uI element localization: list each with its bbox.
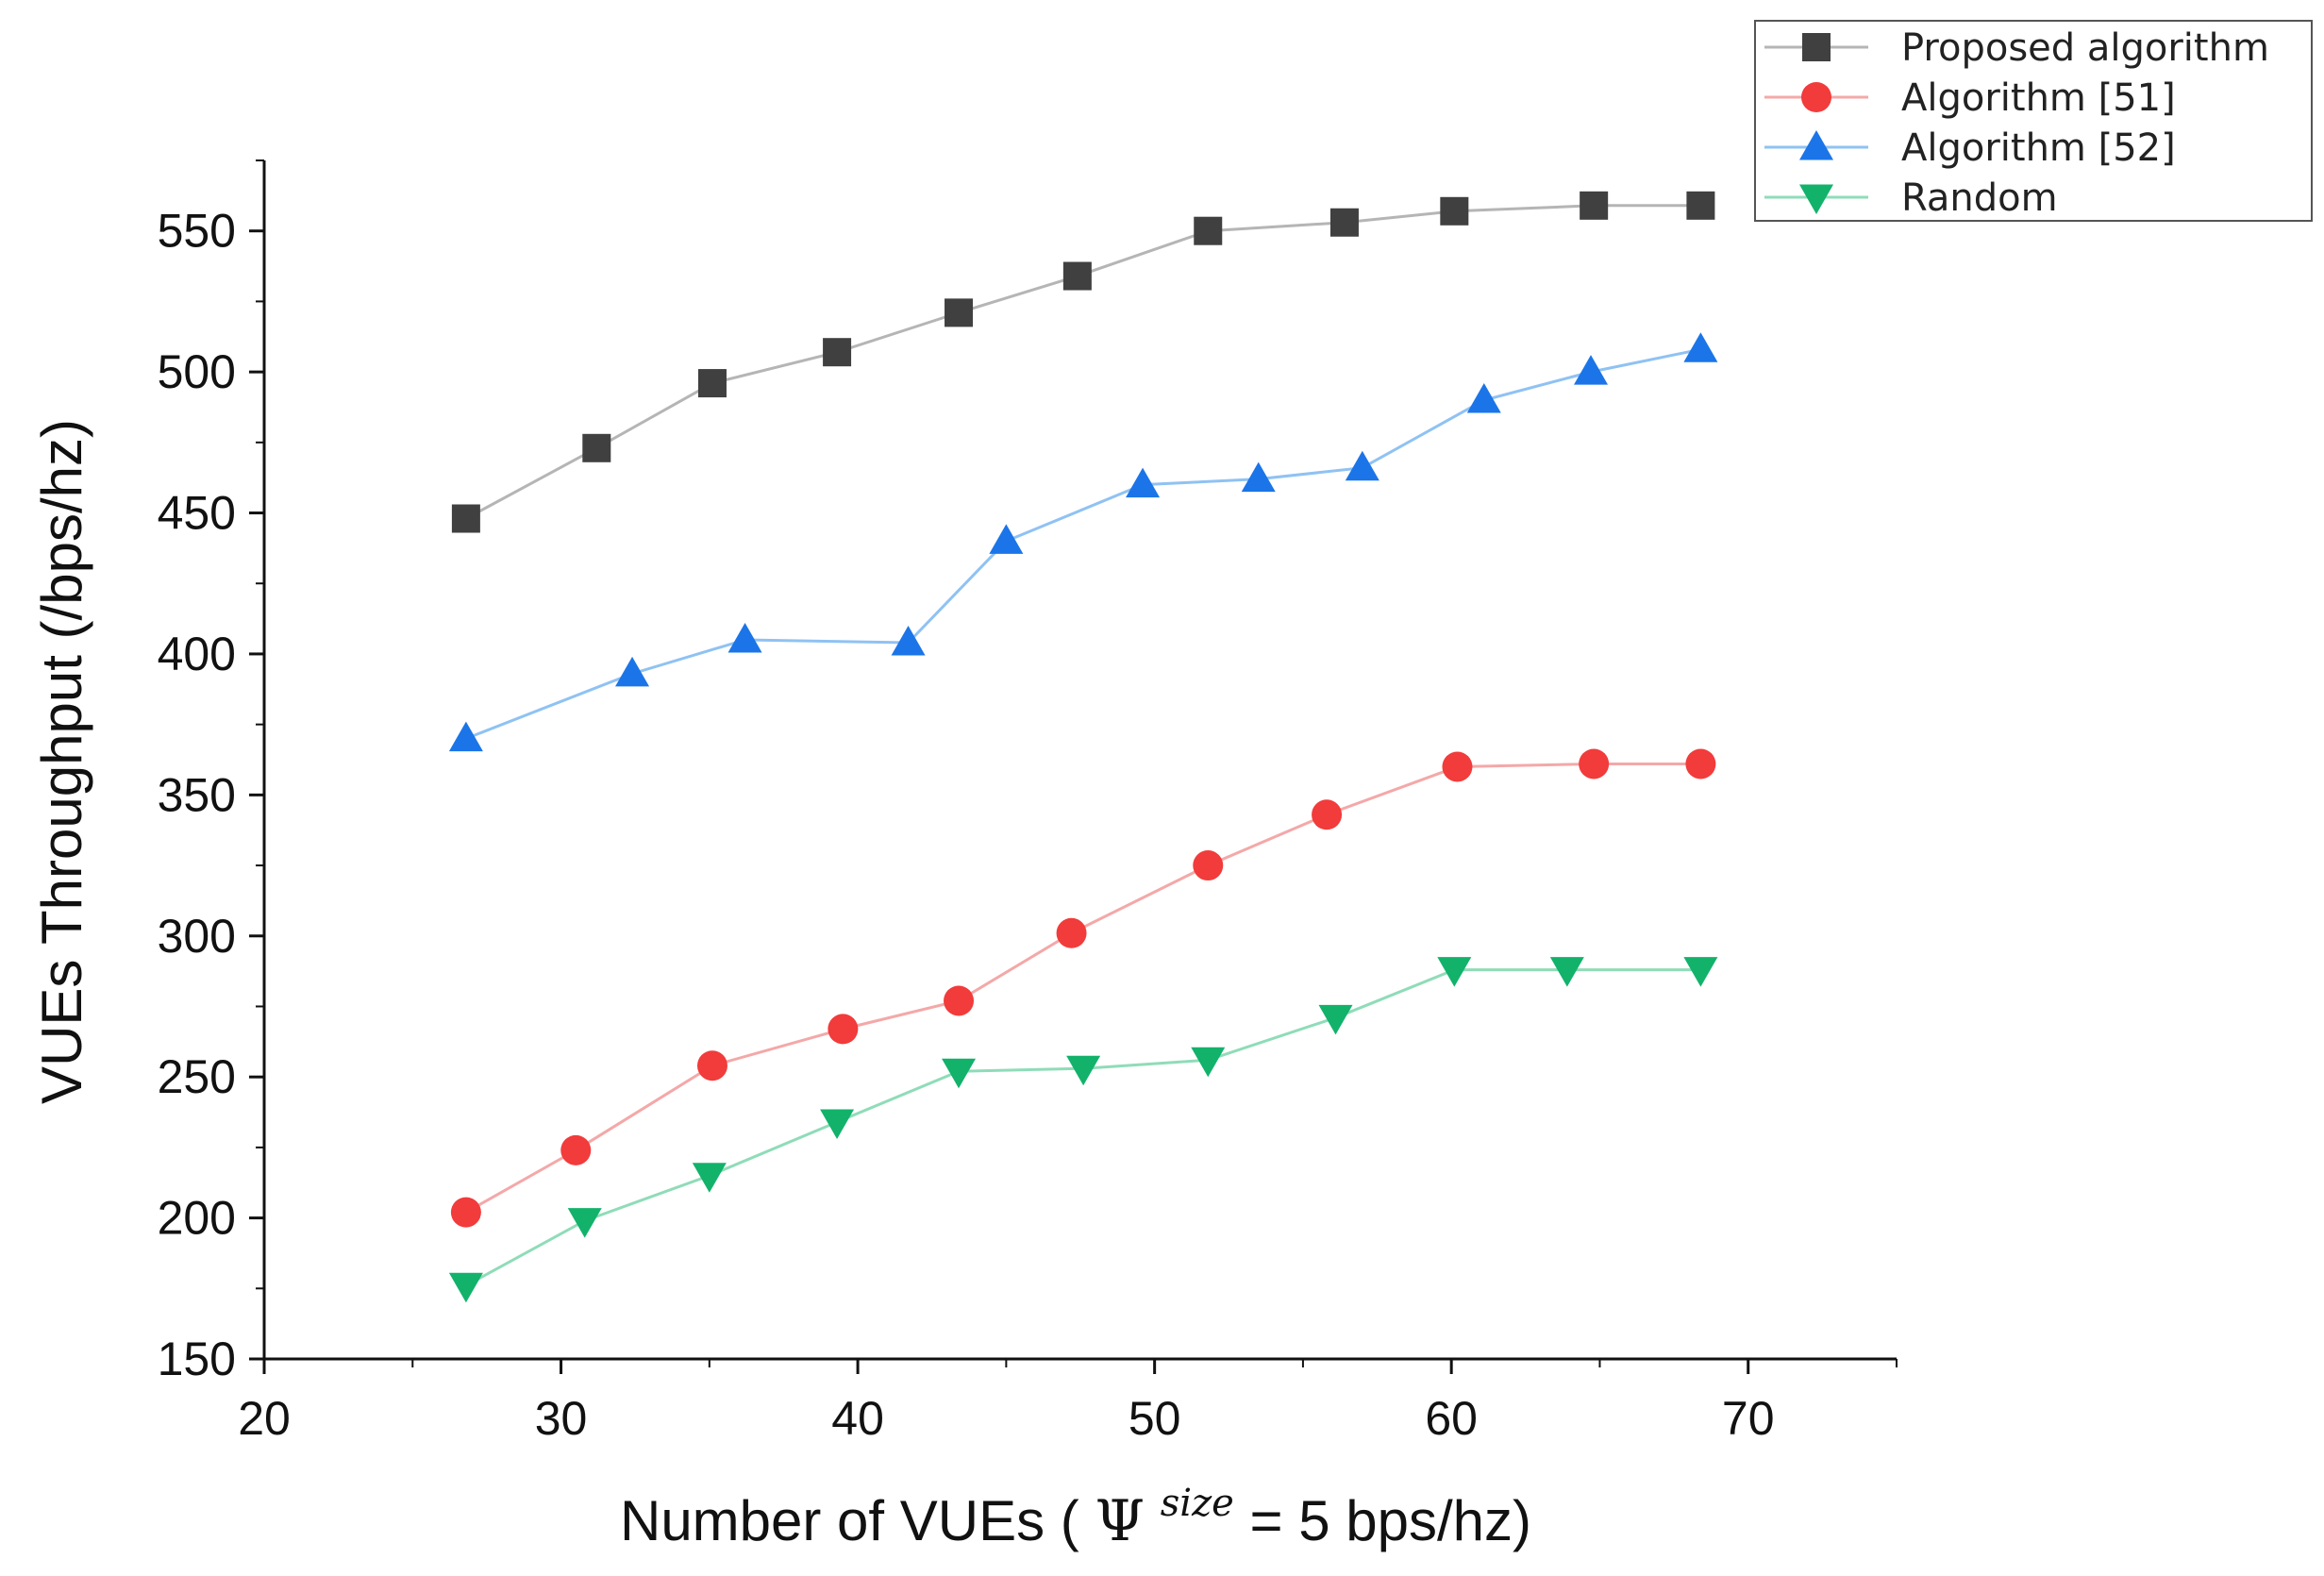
data-point bbox=[448, 1272, 483, 1303]
data-point bbox=[1194, 216, 1223, 245]
data-point bbox=[1193, 850, 1224, 881]
data-point bbox=[891, 625, 926, 656]
x-tick-label: 60 bbox=[1425, 1392, 1478, 1445]
y-tick-label: 150 bbox=[158, 1333, 236, 1385]
data-point bbox=[945, 298, 974, 327]
x-tick-label: 50 bbox=[1129, 1392, 1181, 1445]
y-tick-label: 500 bbox=[158, 345, 236, 398]
data-point bbox=[1442, 751, 1473, 782]
data-point bbox=[823, 338, 852, 367]
chart-legend: Proposed algorithm Algorithm [51] Algorith… bbox=[1754, 20, 2313, 222]
legend-marker bbox=[1801, 82, 1831, 112]
data-point bbox=[1683, 957, 1718, 987]
data-point bbox=[1549, 957, 1584, 987]
data-point bbox=[1062, 261, 1092, 291]
data-point bbox=[1056, 917, 1087, 948]
y-tick-label: 200 bbox=[158, 1192, 236, 1245]
data-point bbox=[1126, 467, 1161, 498]
y-tick-label: 400 bbox=[158, 628, 236, 680]
data-point bbox=[1440, 196, 1469, 226]
y-axis-title: VUEs Throughput (/bps/hz) bbox=[30, 419, 93, 1104]
data-point bbox=[1329, 208, 1359, 237]
y-tick-label: 300 bbox=[158, 910, 236, 963]
data-point bbox=[1318, 1004, 1353, 1035]
x-axis-title: Number of VUEs ( Ψ size = 5 bps/hz) bbox=[620, 1465, 1531, 1554]
data-point bbox=[692, 1163, 727, 1193]
x-axis-title-prefix: Number of VUEs ( bbox=[620, 1489, 1079, 1552]
legend-marker bbox=[1799, 184, 1833, 214]
data-point bbox=[1437, 957, 1472, 987]
series-line bbox=[465, 762, 1701, 1214]
data-point bbox=[989, 524, 1024, 554]
y-tick-label: 250 bbox=[158, 1050, 236, 1103]
legend-box bbox=[1754, 20, 2313, 222]
data-point bbox=[696, 1050, 727, 1081]
x-tick-label: 20 bbox=[238, 1392, 291, 1445]
legend-item: Algorithm [52] bbox=[1764, 126, 2176, 170]
data-point bbox=[1580, 191, 1609, 220]
data-point bbox=[1466, 383, 1501, 413]
data-point bbox=[944, 985, 975, 1016]
data-point bbox=[1579, 748, 1610, 780]
x-tick-label: 40 bbox=[831, 1392, 884, 1445]
series-0 bbox=[451, 191, 1715, 533]
data-point bbox=[820, 1109, 855, 1139]
series-2 bbox=[448, 332, 1718, 752]
data-point bbox=[450, 1197, 481, 1228]
data-point bbox=[615, 656, 650, 687]
legend-item: Proposed algorithm bbox=[1764, 26, 2269, 70]
x-axis-title-suffix: = 5 bps/hz) bbox=[1250, 1489, 1532, 1552]
legend-marker bbox=[1802, 33, 1831, 61]
legend-item: Random bbox=[1764, 176, 2058, 220]
x-tick-label: 30 bbox=[535, 1392, 588, 1445]
x-tick-label: 70 bbox=[1722, 1392, 1775, 1445]
data-point bbox=[828, 1014, 859, 1045]
legend-label: Random bbox=[1901, 176, 2058, 220]
data-point bbox=[1683, 332, 1718, 362]
data-point bbox=[567, 1208, 602, 1238]
legend-marker bbox=[1799, 130, 1833, 160]
data-point bbox=[1686, 191, 1715, 220]
y-tick-label: 550 bbox=[158, 205, 236, 258]
data-point bbox=[1345, 450, 1379, 481]
data-point bbox=[582, 433, 611, 462]
data-point bbox=[448, 721, 483, 752]
x-axis-title-symbol: Ψ bbox=[1095, 1488, 1145, 1554]
series-1 bbox=[450, 748, 1716, 1228]
legend-label: Proposed algorithm bbox=[1901, 26, 2269, 70]
series-3 bbox=[448, 957, 1718, 1303]
data-point bbox=[1191, 1047, 1226, 1078]
data-point bbox=[1574, 355, 1609, 385]
data-point bbox=[1312, 799, 1343, 830]
data-point bbox=[560, 1134, 592, 1165]
chart-series bbox=[448, 191, 1718, 1303]
series-line bbox=[465, 204, 1701, 520]
data-point bbox=[1066, 1055, 1101, 1086]
legend-item: Algorithm [51] bbox=[1764, 76, 2176, 120]
x-axis-title-superscript: size bbox=[1161, 1482, 1234, 1525]
data-point bbox=[727, 623, 762, 653]
y-tick-label: 350 bbox=[158, 768, 236, 821]
data-point bbox=[451, 504, 480, 533]
data-point bbox=[1685, 748, 1716, 780]
legend-label: Algorithm [51] bbox=[1901, 76, 2176, 120]
legend-label: Algorithm [52] bbox=[1901, 126, 2176, 170]
y-tick-label: 450 bbox=[158, 487, 236, 540]
data-point bbox=[942, 1058, 977, 1089]
chart-axes: 20 30 40 50 60 70 150 200 250 300 350 400 450 500 550 bbox=[158, 159, 1898, 1445]
data-point bbox=[697, 369, 727, 398]
series-line bbox=[465, 968, 1701, 1287]
data-point bbox=[1241, 461, 1276, 493]
series-line bbox=[465, 347, 1701, 740]
